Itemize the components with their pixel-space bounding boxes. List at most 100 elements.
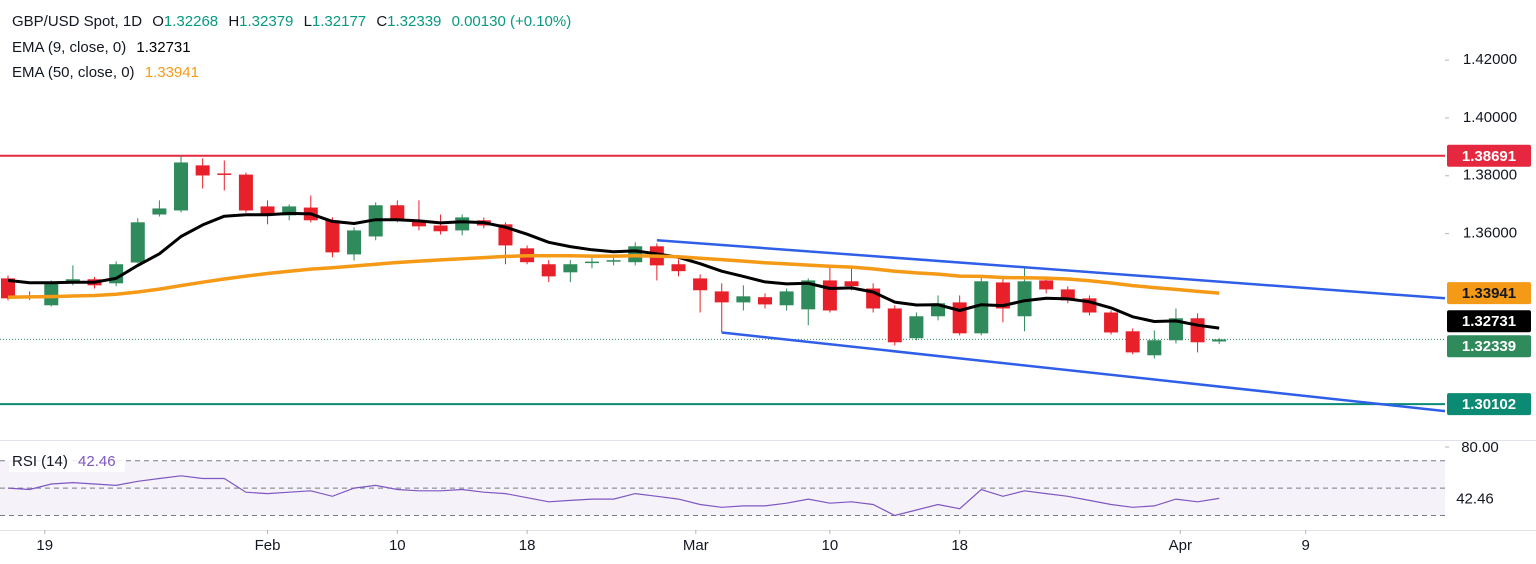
candle-body: [1060, 289, 1075, 301]
candle-body: [282, 206, 297, 216]
price-badge-label: 1.32339: [1462, 338, 1516, 355]
candle-body: [1104, 312, 1119, 333]
price-badge: [1447, 282, 1531, 305]
price-badge: [1447, 335, 1531, 358]
header-row: GBP/USD Spot, 1D O1.32268 H1.32379 L1.32…: [12, 12, 577, 32]
value: 1.32339: [387, 13, 442, 30]
y-tick-label: 1.38000: [1463, 167, 1517, 184]
candle-body: [758, 297, 772, 305]
y-tick-label: 1.40000: [1463, 109, 1517, 126]
price-badge-label: 1.30102: [1462, 396, 1516, 413]
candle-body: [411, 220, 426, 227]
price-badge-label: 1.33941: [1462, 285, 1516, 302]
x-tick-label: Mar: [683, 537, 709, 554]
candle-body: [1, 278, 16, 299]
candle-body: [606, 260, 621, 262]
candle-body: [217, 173, 232, 175]
legend-value: 42.46: [78, 453, 116, 470]
value: 1.32379: [239, 13, 294, 30]
x-tick-label: 18: [951, 537, 968, 554]
ema-line: [7, 211, 1220, 330]
candle-body: [974, 281, 989, 334]
candle-body: [714, 291, 729, 303]
channel-line: [721, 331, 1446, 413]
candle-body: [844, 281, 859, 287]
symbol-title: GBP/USD Spot, 1D: [12, 13, 143, 30]
x-tick-label: 10: [389, 537, 406, 554]
channel-line: [656, 238, 1446, 300]
x-tick-label: 10: [822, 537, 839, 554]
candle-body: [152, 208, 167, 215]
candle-body: [779, 291, 794, 306]
candle-body: [887, 308, 902, 343]
value: 1.32177: [311, 13, 367, 30]
price-badge: [1447, 310, 1531, 333]
candle-body: [347, 230, 362, 255]
candle-body: [1168, 318, 1183, 341]
price-badge-label: 1.32731: [1462, 313, 1516, 330]
candle-body: [693, 278, 708, 291]
legend-value: 1.32731: [136, 39, 191, 56]
candle-body: [1212, 339, 1227, 342]
candle-body: [1125, 331, 1140, 353]
price-badge: [1447, 393, 1531, 416]
ema9-legend: EMA (9, close, 0) 1.32731: [12, 38, 197, 58]
x-tick-label: 19: [36, 537, 53, 554]
rsi-line: [7, 475, 1220, 517]
candle-body: [822, 280, 837, 311]
ohlc-high: H1.32379: [228, 13, 293, 30]
candle-body: [1190, 318, 1205, 343]
x-tick-label: 9: [1302, 537, 1310, 554]
rsi-legend: RSI (14) 42.46: [9, 452, 125, 472]
label: H: [228, 13, 240, 30]
candle-body: [260, 206, 275, 215]
value: 1.32268: [163, 13, 219, 30]
legend-name: RSI (14): [12, 453, 68, 470]
label: O: [152, 13, 164, 30]
candle-body: [238, 174, 253, 211]
x-tick-label: Apr: [1169, 537, 1192, 554]
candle-body: [801, 280, 816, 310]
candle-body: [995, 282, 1010, 309]
candle-body: [130, 222, 145, 263]
candle-body: [390, 205, 405, 221]
change: 0.00130 (+0.10%): [451, 13, 572, 30]
candle-body: [736, 296, 751, 303]
legend-value: 1.33941: [144, 64, 199, 81]
legend-name: EMA (50, close, 0): [12, 64, 135, 81]
price-badge: [1447, 144, 1531, 167]
candle-body: [563, 264, 578, 273]
candle-body: [671, 264, 686, 272]
candle-body: [584, 261, 599, 264]
candle-body: [325, 220, 340, 253]
candle-body: [174, 162, 189, 211]
candle-body: [1147, 340, 1162, 356]
candle-body: [909, 316, 924, 339]
price-badge-label: 1.38691: [1462, 148, 1516, 165]
rsi-tick-label: 80.00: [1461, 439, 1499, 456]
ohlc-low: L1.32177: [304, 13, 367, 30]
candle-body: [455, 217, 470, 231]
legend-name: EMA (9, close, 0): [12, 39, 127, 56]
y-tick-label: 1.36000: [1463, 225, 1517, 242]
ema50-legend: EMA (50, close, 0) 1.33941: [12, 63, 205, 83]
x-tick-label: 18: [519, 537, 536, 554]
candle-body: [44, 283, 59, 306]
ohlc-open: O1.32268: [152, 13, 218, 30]
ema-line: [7, 254, 1220, 299]
candle-body: [952, 302, 967, 334]
candle-body: [433, 225, 448, 232]
label: L: [303, 13, 312, 30]
candle-body: [1017, 281, 1032, 317]
x-tick-label: Feb: [255, 537, 281, 554]
rsi-badge: [1447, 487, 1531, 510]
candle-body: [1039, 280, 1054, 290]
ohlc-close: C1.32339: [376, 13, 441, 30]
rsi-badge-label: 42.46: [1456, 490, 1494, 507]
candle-body: [541, 264, 556, 277]
y-tick-label: 1.42000: [1463, 51, 1517, 68]
label: C: [376, 13, 388, 30]
candle-body: [195, 165, 210, 176]
